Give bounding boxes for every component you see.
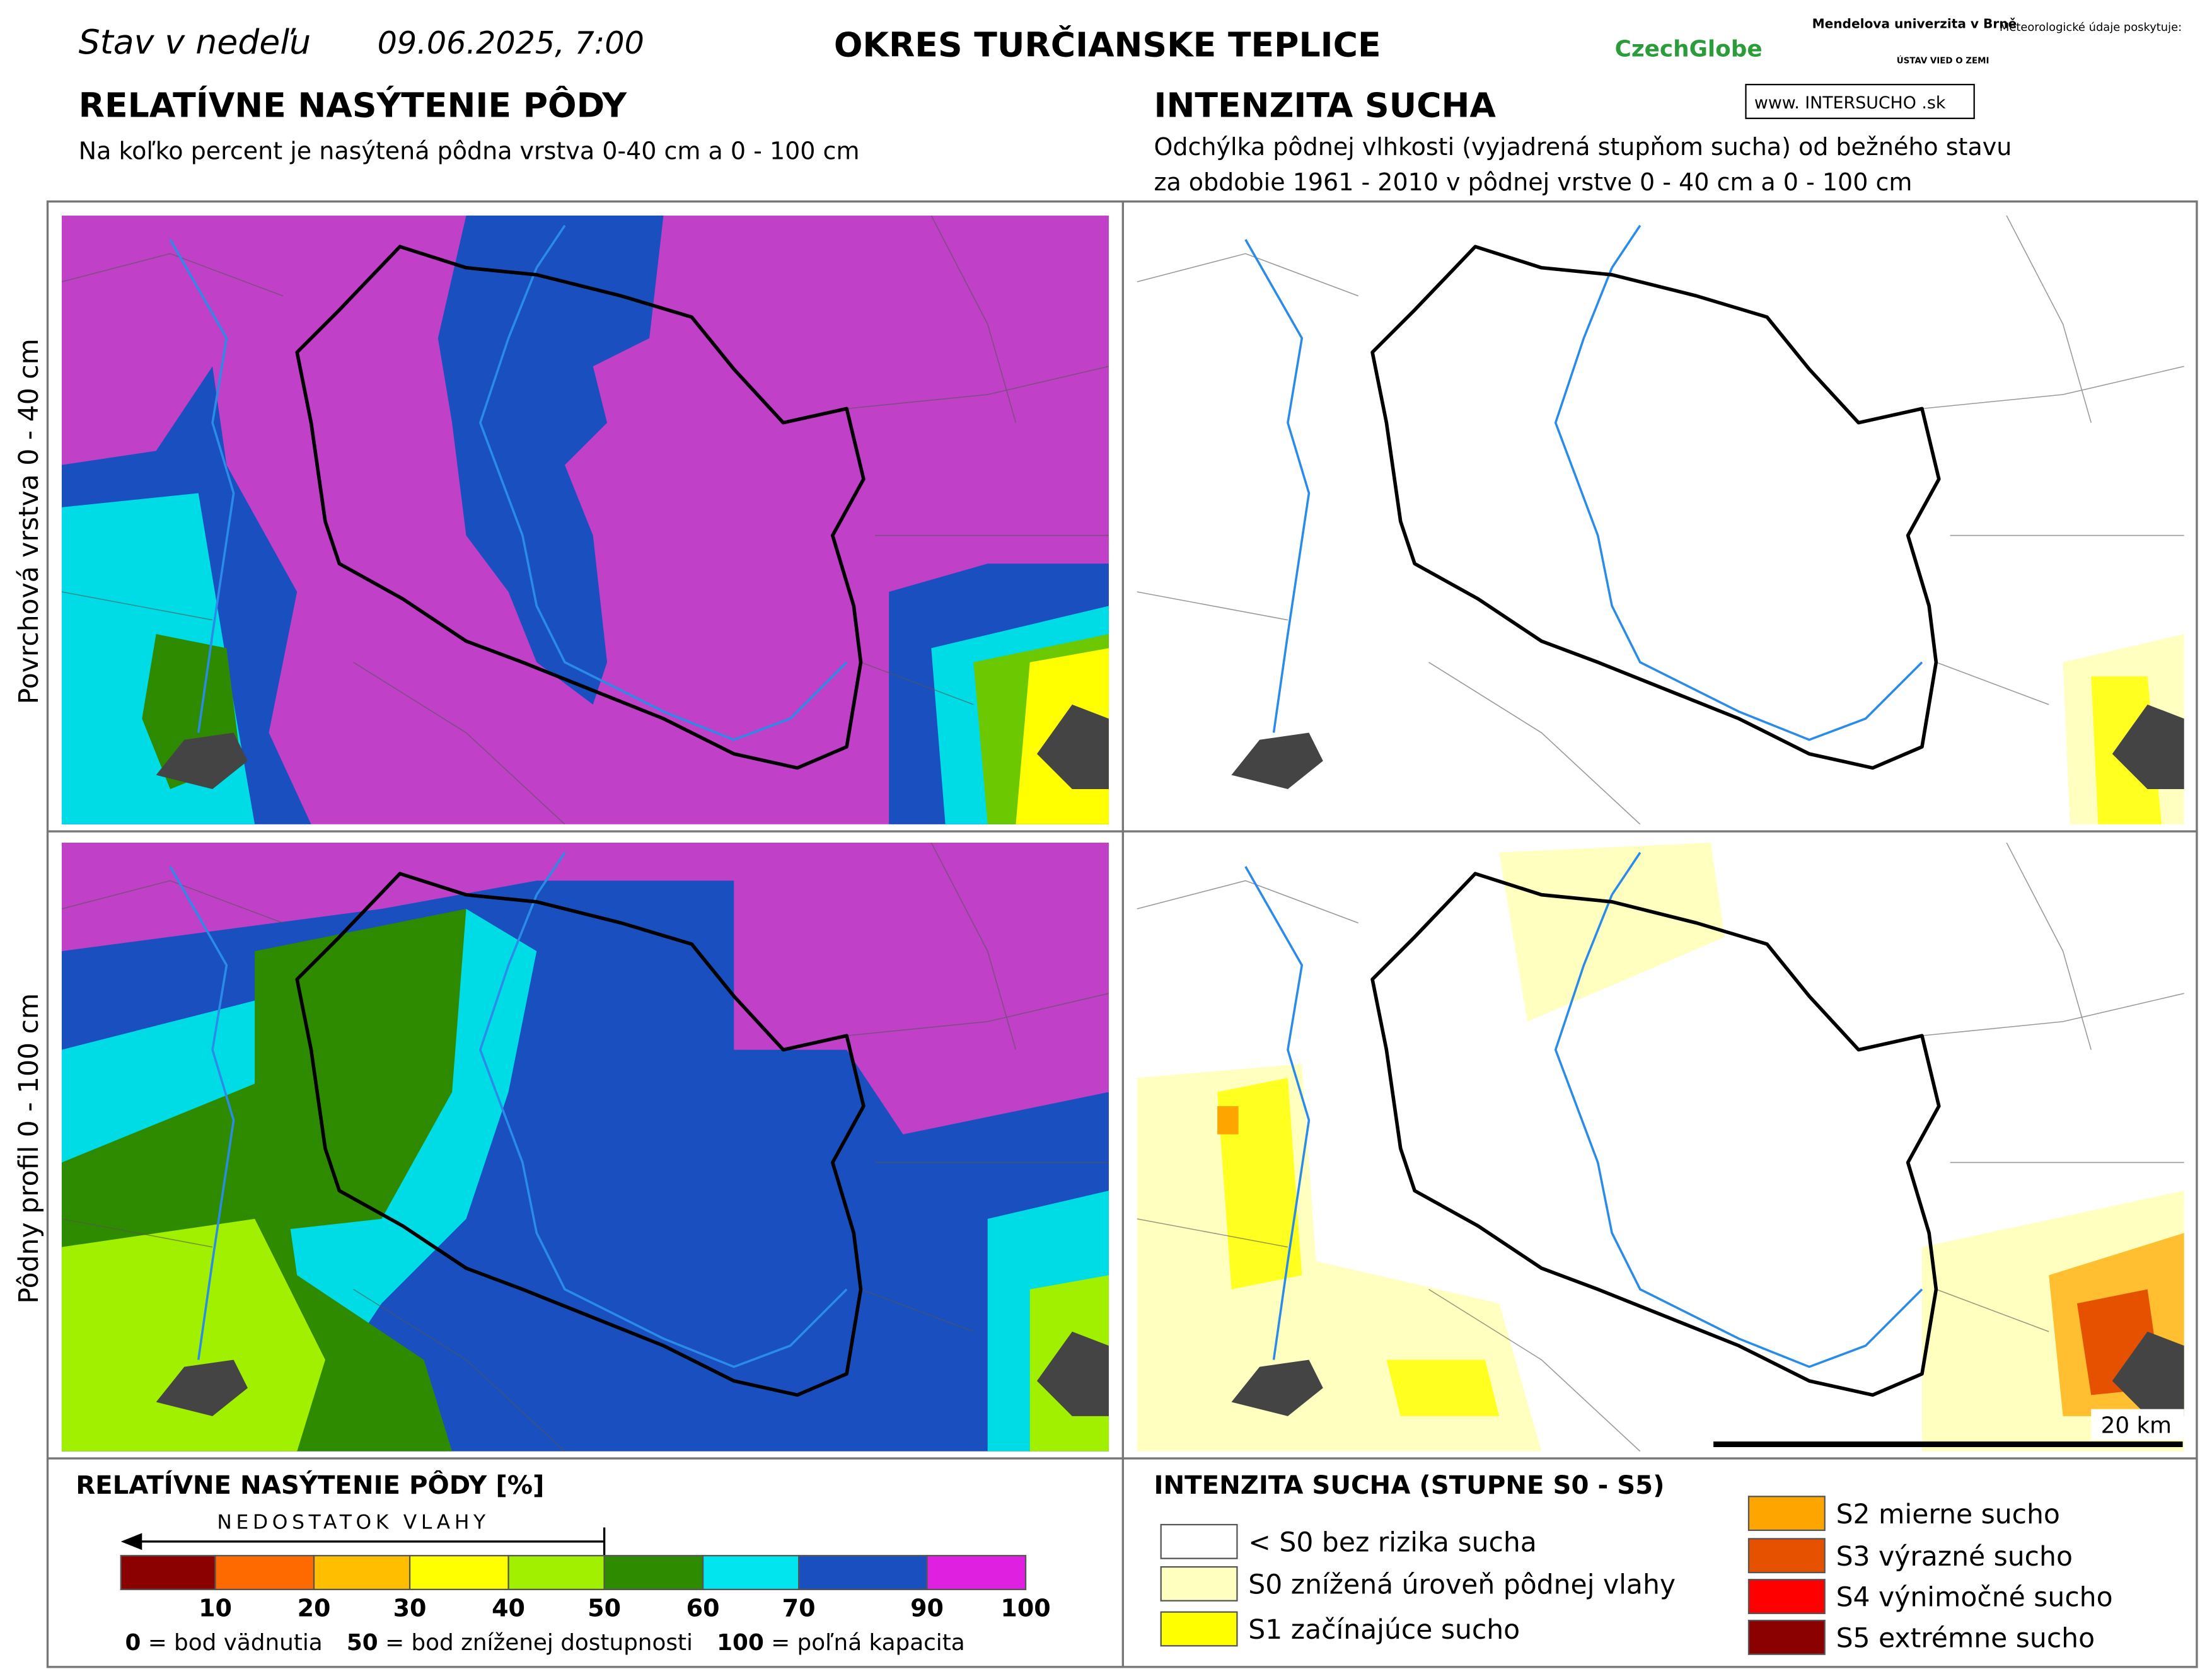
colorbar-segment <box>702 1555 800 1590</box>
legend-swatch <box>1160 1523 1238 1559</box>
colorbar-segment <box>926 1555 1027 1590</box>
note-text: = poľná kapacita <box>764 1630 965 1656</box>
legend-label: S4 výnimočné sucho <box>1836 1583 2113 1613</box>
left-title: RELATÍVNE NASÝTENIE PÔDY <box>79 86 628 125</box>
arrow-head <box>120 1533 142 1550</box>
logo: CzechGlobe <box>1615 36 1763 62</box>
colorbar-tick-label: 50 <box>588 1594 621 1622</box>
note-value: 50 <box>347 1630 378 1656</box>
legend-swatch <box>1160 1566 1238 1602</box>
colorbar-segment <box>313 1555 411 1590</box>
drought-legend: < S0 bez rizika sucha S0 znížená úroveň p… <box>1160 1496 2113 1655</box>
colorbar-tick-label: 30 <box>393 1594 427 1622</box>
legend-notes: 0 = bod vädnutia 50 = bod zníženej dostu… <box>125 1630 964 1656</box>
district: OKRES TURČIANSKE TEPLICE <box>834 25 1381 64</box>
colorbar-tick-label: 40 <box>492 1594 525 1622</box>
legend-label: < S0 bez rizika sucha <box>1248 1527 1537 1558</box>
scale-label: 20 km <box>2101 1413 2172 1439</box>
legend-label: S0 znížená úroveň pôdnej vlahy <box>1248 1570 1676 1601</box>
right-subtitle: za obdobie 1961 - 2010 v pôdnej vrstve 0… <box>1154 168 1913 196</box>
legend-swatch <box>1747 1538 1826 1574</box>
row-label: Povrchová vrstva 0 - 40 cm <box>14 338 45 704</box>
map-surface-drought <box>1137 216 2184 824</box>
note-text: = bod zníženej dostupnosti <box>378 1630 693 1656</box>
legend-swatch <box>1160 1611 1238 1647</box>
legend-label: S1 začínajúce sucho <box>1248 1615 1520 1646</box>
logo: Mendelova univerzita v Brně <box>1812 16 2017 32</box>
legend-swatch <box>1747 1496 1826 1532</box>
colorbar-segment <box>214 1555 315 1590</box>
colorbar-segment <box>507 1555 605 1590</box>
note-text: = bod vädnutia <box>141 1630 322 1656</box>
legend-swatch <box>1747 1579 1826 1614</box>
map-surface-saturation <box>61 216 1109 824</box>
legend-label: S3 výrazné sucho <box>1836 1542 2073 1573</box>
map-profile-saturation <box>61 842 1109 1452</box>
note-value: 100 <box>717 1630 764 1656</box>
colorbar-segment <box>798 1555 928 1590</box>
colorbar-tick-label: 100 <box>1000 1594 1050 1622</box>
status: Stav v nedeľu <box>79 22 311 62</box>
colorbar-tick-label: 60 <box>686 1594 720 1622</box>
legend-title: RELATÍVNE NASÝTENIE PÔDY [%] <box>76 1469 544 1500</box>
colorbar-tick-label: 70 <box>782 1594 816 1622</box>
legend-title: INTENZITA SUCHA (STUPNE S0 - S5) <box>1154 1471 1665 1500</box>
colorbar-tick-label: 90 <box>910 1594 944 1622</box>
row-label: Pôdny profil 0 - 100 cm <box>14 993 45 1304</box>
logo: ÚSTAV VIED O ZEMI <box>1897 55 1989 66</box>
right-title: INTENZITA SUCHA <box>1154 86 1497 125</box>
legend-label: S2 mierne sucho <box>1836 1499 2060 1530</box>
logo-box <box>1745 84 1975 119</box>
colorbar-segment <box>603 1555 704 1590</box>
logo: Meteorologické údaje poskytuje: <box>2000 21 2182 34</box>
legend-label: S5 extrémne sucho <box>1836 1624 2095 1654</box>
right-subtitle: Odchýlka pôdnej vlhkosti (vyjadrená stup… <box>1154 133 2012 161</box>
left-subtitle: Na koľko percent je nasýtená pôdna vrstv… <box>79 137 860 165</box>
colorbar-segment <box>120 1555 216 1590</box>
arrow-label: NEDOSTATOK VLAHY <box>217 1511 489 1534</box>
map-profile-drought <box>1137 842 2184 1452</box>
colorbar-segment <box>408 1555 509 1590</box>
colorbar-tick-label: 10 <box>199 1594 232 1622</box>
datetime: 09.06.2025, 7:00 <box>378 25 644 61</box>
colorbar: 10 20 30 40 50 60 70 90 100 <box>120 1555 1051 1622</box>
logo: www. INTERSUCHO .sk <box>1754 93 1946 113</box>
note-value: 0 <box>125 1630 141 1656</box>
legend-swatch <box>1747 1619 1826 1655</box>
colorbar-tick-label: 20 <box>298 1594 331 1622</box>
